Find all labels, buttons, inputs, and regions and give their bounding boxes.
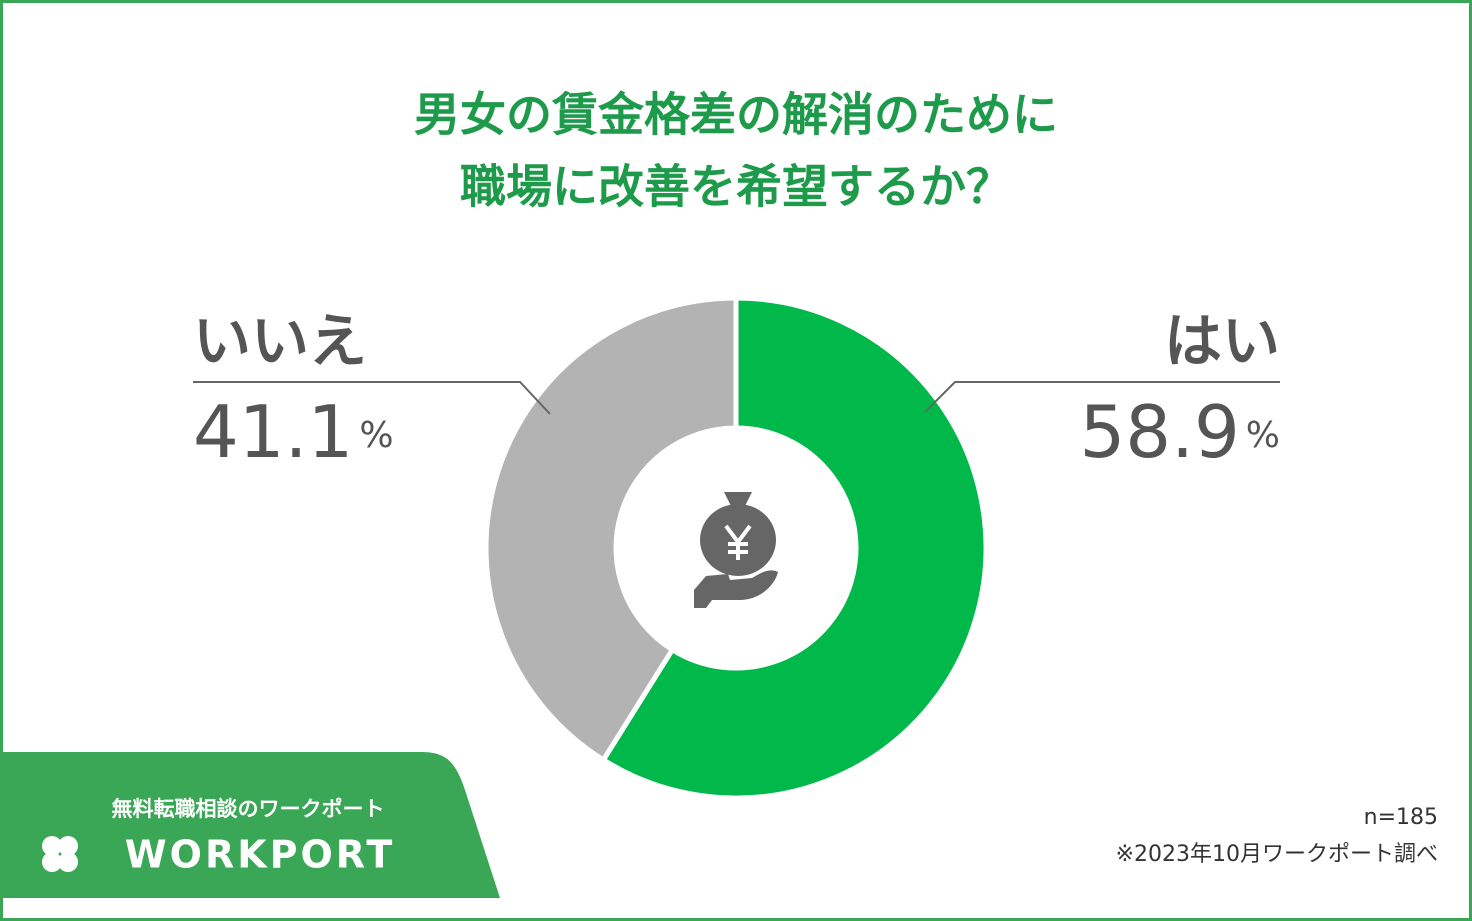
brand-logo: WORKPORT (125, 833, 396, 877)
legend-label: はい (1164, 307, 1280, 375)
icon (694, 492, 778, 608)
chart-title: 男女の賃金格差の解消のために (414, 88, 1058, 142)
value-label: 41.1% (193, 390, 394, 474)
note: n=185 (1364, 805, 1438, 830)
leader-line (924, 381, 1280, 413)
value-label: 58.9% (1079, 390, 1280, 474)
chart-title: 職場に改善を希望するか？ (460, 160, 1012, 214)
leader-line (193, 381, 551, 415)
brand-tagline: 無料転職相談のワークポート (112, 797, 385, 821)
note: ※2023年10月ワークポート調べ (1116, 842, 1438, 867)
legend-label: いいえ (193, 307, 367, 375)
brand-panel (0, 752, 500, 898)
slice (599, 295, 989, 801)
logo-mark (42, 836, 78, 872)
